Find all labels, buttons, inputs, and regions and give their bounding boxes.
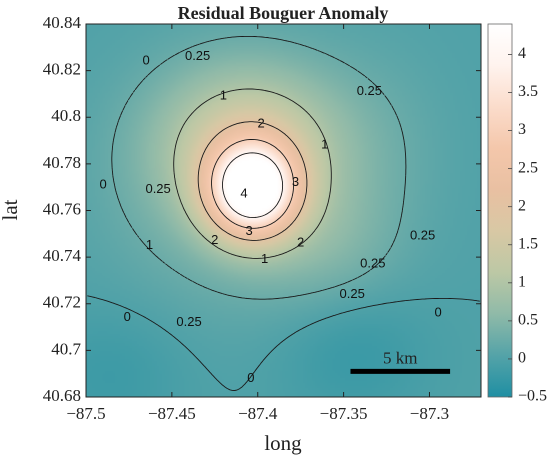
contour-label: 1 [321, 137, 328, 152]
contour-line [197, 121, 308, 241]
y-tick-label: 40.78 [43, 153, 81, 172]
scale-bar: 5 km [350, 348, 451, 374]
y-tick-label: 40.74 [43, 246, 82, 265]
colorbar-tick-label: 1 [518, 273, 526, 290]
colorbar: −0.5 0 0.5 1 1.5 2 2.5 3 3.5 4 [487, 23, 547, 405]
contour-line [173, 88, 332, 259]
y-tick-label: 40.72 [43, 293, 81, 312]
contour-label: 0 [100, 176, 107, 191]
contour-label: 0.25 [145, 181, 170, 196]
x-tick-label: −87.35 [320, 404, 368, 423]
contour-line [87, 295, 480, 391]
heatmap-field [86, 24, 481, 397]
y-tick-label: 40.76 [43, 199, 81, 218]
colorbar-tick-label: 2.5 [518, 159, 538, 176]
contour-label: 0.25 [185, 48, 210, 63]
y-axis-label: lat [0, 199, 22, 220]
contour-label: 1 [220, 88, 227, 103]
contour-label: 2 [211, 232, 218, 247]
y-tick-label: 40.68 [43, 386, 81, 405]
x-tick-label: −87.4 [238, 404, 278, 423]
x-axis: −87.5 −87.45 −87.4 −87.35 −87.3 [66, 24, 449, 423]
contour-label: 0.25 [357, 83, 382, 98]
contour-label: 3 [292, 174, 299, 189]
contour-label: 2 [258, 116, 265, 131]
contour-label: 0 [142, 53, 149, 68]
colorbar-tick-label: 3.5 [518, 83, 538, 100]
colorbar-tick-label: 4 [518, 45, 526, 62]
x-tick-label: −87.3 [410, 404, 449, 423]
colorbar-tick-label: 0 [518, 350, 526, 367]
y-tick-label: 40.7 [51, 339, 81, 358]
colorbar-tick-label: 0.5 [518, 312, 538, 329]
contour-label: 3 [246, 223, 253, 238]
colorbar-tick-label: 1.5 [518, 235, 538, 252]
contour-line [111, 35, 407, 300]
contour-labels: 0 0.25 0.25 1 2 1 0 0.25 3 4 3 2 2 1 1 0.25 0.25 0.25 0 0.2… [100, 48, 442, 385]
contour-line [211, 138, 295, 229]
contour-label: 0 [124, 309, 131, 324]
scale-bar-label: 5 km [383, 348, 417, 367]
x-tick-label: −87.5 [66, 404, 105, 423]
chart-title: Residual Bouguer Anomaly [178, 3, 389, 23]
contour-label: 1 [146, 237, 153, 252]
contour-label: 0.25 [340, 286, 365, 301]
colorbar-tick-label: 2 [518, 197, 526, 214]
x-tick-label: −87.45 [148, 404, 196, 423]
contour-label: 4 [240, 186, 247, 201]
colorbar-tick-label: 3 [518, 121, 526, 138]
contour-label: 0 [247, 370, 254, 385]
contour-label: 0 [434, 305, 441, 320]
contour-label: 0.25 [360, 256, 385, 271]
colorbar-tick-label: −0.5 [518, 388, 547, 405]
contour-lines [87, 35, 480, 391]
plot-area: 0 0.25 0.25 1 2 1 0 0.25 3 4 3 2 2 1 1 0.25 0.25 0.25 0 0.2… [85, 23, 482, 398]
contour-label: 2 [297, 235, 304, 250]
colorbar-ticks: −0.5 0 0.5 1 1.5 2 2.5 3 3.5 4 [508, 45, 547, 405]
contour-label: 0.25 [176, 314, 201, 329]
y-axis: 40.6840.740.7240.7440.7640.7840.840.8240… [43, 13, 481, 405]
y-tick-label: 40.8 [51, 106, 81, 125]
y-tick-label: 40.84 [43, 13, 82, 32]
contour-label: 1 [261, 251, 268, 266]
colorbar-gradient [487, 23, 513, 398]
y-tick-label: 40.82 [43, 60, 81, 79]
x-axis-label: long [264, 431, 302, 455]
contour-line [222, 152, 284, 219]
contour-label: 0.25 [410, 228, 435, 243]
